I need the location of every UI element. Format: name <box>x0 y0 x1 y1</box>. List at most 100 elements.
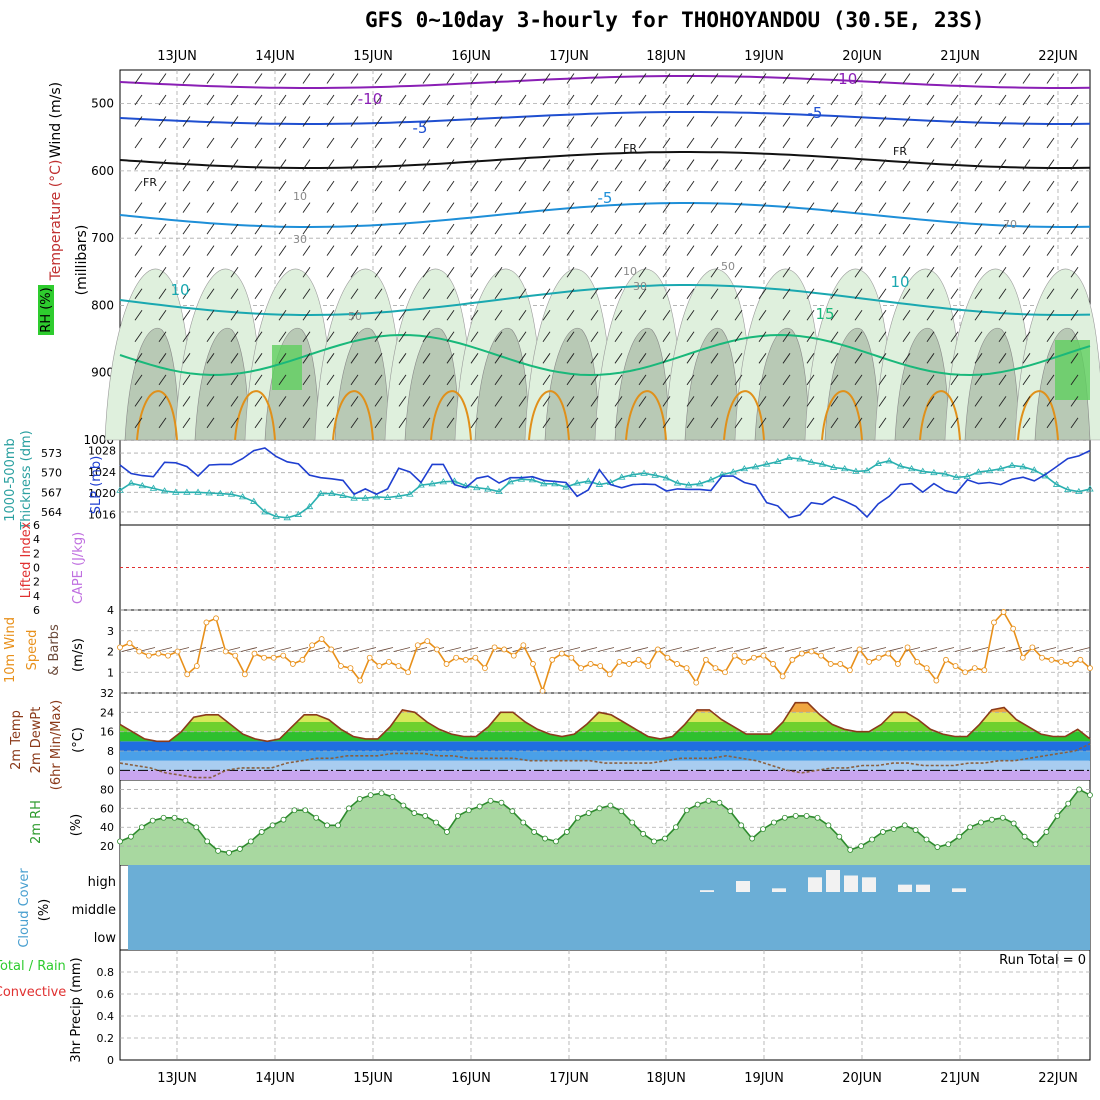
rh-line-point <box>890 826 897 833</box>
wind-barb <box>470 73 479 84</box>
wind-barb <box>398 245 407 256</box>
wind-barb <box>806 137 815 149</box>
rh-line-point <box>629 819 636 826</box>
wind-barb <box>971 647 989 652</box>
wind-barb <box>254 116 263 127</box>
wind-barb <box>758 137 767 149</box>
wind-speed-line-point <box>549 656 556 663</box>
thickness-line-point <box>506 478 514 485</box>
rh2m-label: 2m RH <box>29 800 44 844</box>
wind-barb <box>1022 116 1031 127</box>
temp-band <box>120 712 1090 722</box>
wind-barb <box>542 374 551 386</box>
wind-barb <box>446 202 455 213</box>
thickness-line-point <box>829 463 838 470</box>
wind-barb <box>854 94 863 106</box>
wind-barb <box>470 116 479 127</box>
wind-barb <box>422 288 431 299</box>
wind-barb <box>566 245 575 256</box>
wind-barb <box>830 137 839 149</box>
wind-barb <box>1046 94 1055 106</box>
wind-barb <box>638 116 647 127</box>
wind-barb <box>998 417 1007 429</box>
wind-barb <box>758 417 767 429</box>
thickness-line-point <box>361 494 369 501</box>
wind-speed-line-point <box>386 658 392 665</box>
temp-contour-label: -10 <box>358 90 383 108</box>
rh-shading <box>104 268 1100 441</box>
wind-barb <box>806 396 815 407</box>
wind-barb <box>470 331 479 343</box>
wind-speed-line-point <box>443 661 450 667</box>
wind-barb <box>422 159 431 170</box>
wind-barb <box>974 353 983 364</box>
wind-speed-line-point <box>1000 609 1007 615</box>
cloud-bar <box>898 884 912 892</box>
wind-speed-line-point <box>981 667 988 674</box>
rh-line-point <box>683 807 690 814</box>
wind-barb <box>878 396 887 407</box>
wind-barb <box>758 374 767 386</box>
wind-barb <box>529 647 547 652</box>
wind-barb <box>830 417 839 429</box>
wind-barb <box>542 137 551 149</box>
wind-barb <box>782 159 791 170</box>
wind-barb <box>278 309 287 321</box>
wind-barb <box>638 245 647 256</box>
wind-speed-line-point <box>606 671 613 678</box>
thickness-line-point <box>316 489 325 497</box>
rh-contour-label: 10 <box>293 190 307 203</box>
rh-line-point <box>335 822 341 829</box>
wind-speed-line-point <box>424 638 431 645</box>
wind-speed-line-point <box>1010 625 1017 632</box>
wind-barb <box>446 417 455 429</box>
rh-line-point <box>422 812 429 819</box>
wind-barb <box>494 116 503 127</box>
thickness-line-point <box>305 502 314 510</box>
wind-barb <box>662 353 671 364</box>
wind-speed-line-point <box>165 652 171 659</box>
wind-barb <box>926 223 935 235</box>
wind-barb <box>950 223 959 235</box>
wind-barb <box>374 202 383 213</box>
wind-barb <box>710 245 719 256</box>
thickness-line-point <box>149 484 158 491</box>
wind-barb <box>206 647 224 652</box>
thickness-line-point <box>172 488 180 495</box>
wind-barb <box>302 266 311 278</box>
wind-barb <box>398 353 407 364</box>
wind-speed-line-point <box>1039 654 1045 661</box>
wind-barb <box>566 137 575 149</box>
thickness-line <box>119 456 1091 519</box>
wind-barb <box>686 159 695 170</box>
day-label-bottom: 13JUN <box>157 1071 197 1086</box>
wind-speed-line-point <box>184 671 191 678</box>
thickness-line-point <box>160 487 169 494</box>
wind-barb <box>614 245 623 256</box>
wind-barb <box>1022 245 1031 256</box>
wind-barb <box>662 202 671 213</box>
wind-barb <box>614 647 632 652</box>
wind-speed-line-point <box>414 642 421 649</box>
wind-barb <box>254 331 263 343</box>
rh-line-point <box>215 847 221 854</box>
wind-barb <box>950 94 959 106</box>
wind-barb <box>878 137 887 149</box>
wind-speed-line-point <box>635 656 642 663</box>
wind-barb <box>470 223 479 235</box>
wind-barb <box>1056 647 1074 652</box>
wind-barb <box>470 374 479 386</box>
wind-barb <box>158 116 167 127</box>
wind-barb <box>734 331 743 343</box>
wind-barb <box>926 159 935 170</box>
wind-speed-line-point <box>702 656 709 663</box>
wind-barb <box>638 159 647 170</box>
thickness-line-point <box>974 468 983 475</box>
wind-barb <box>230 223 239 235</box>
wind-barb <box>662 331 671 343</box>
wind-barb <box>446 116 455 127</box>
wind-barb <box>422 94 431 106</box>
wind-barb <box>278 223 287 235</box>
wind-speed-line-point <box>578 665 584 671</box>
wind-speed-line-point <box>933 677 940 684</box>
